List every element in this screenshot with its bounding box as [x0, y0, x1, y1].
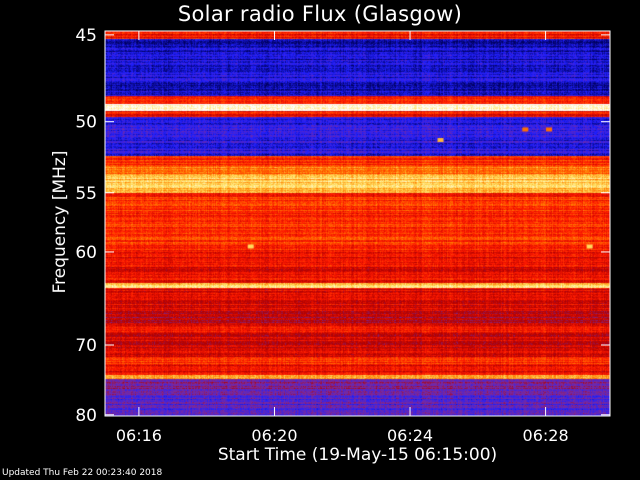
x-tick-label: 06:24 — [387, 426, 433, 445]
chart-title: Solar radio Flux (Glasgow) — [177, 2, 463, 26]
y-tick-label: 70 — [75, 336, 97, 356]
y-tick-label: 55 — [75, 184, 97, 204]
x-axis-label: Start Time (19-May-15 06:15:00) — [217, 445, 498, 465]
plot-frame — [104, 30, 611, 417]
x-tick-label: 06:28 — [523, 426, 569, 445]
x-tick-label: 06:16 — [116, 426, 162, 445]
y-tick-label: 50 — [75, 113, 97, 133]
updated-timestamp: Updated Thu Feb 22 00:23:40 2018 — [2, 468, 163, 478]
y-tick-label: 80 — [75, 406, 97, 426]
y-tick-label: 60 — [75, 243, 97, 263]
y-tick-label: 45 — [75, 26, 97, 46]
x-tick-label: 06:20 — [251, 426, 297, 445]
